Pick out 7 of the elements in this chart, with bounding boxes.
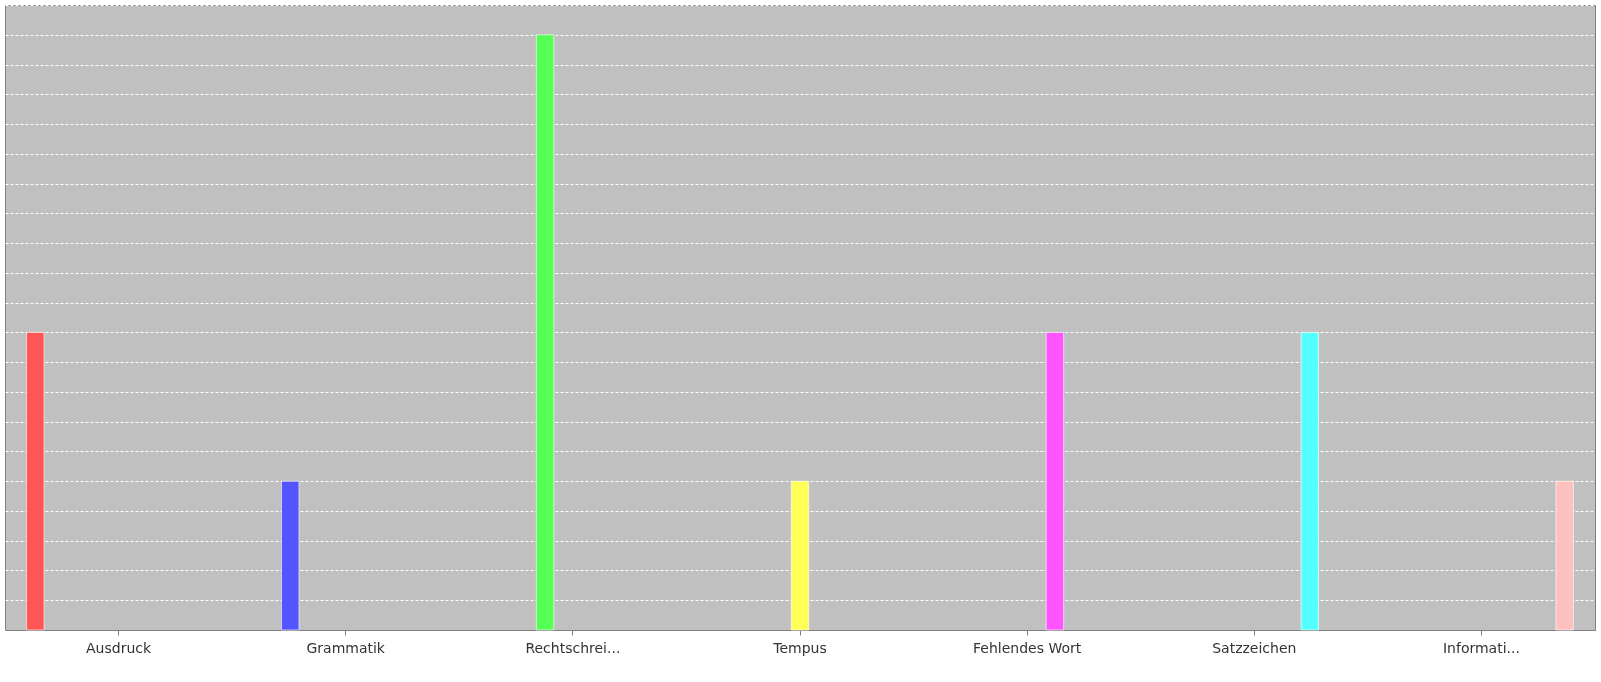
- x-tick-label: Fehlendes Wort: [973, 639, 1082, 656]
- x-tick-label: Grammatik: [306, 639, 386, 656]
- x-tick-label: Satzzeichen: [1212, 639, 1297, 656]
- x-tick-label: Ausdruck: [86, 639, 152, 656]
- x-tick-label: Tempus: [772, 639, 827, 656]
- x-tick-label: Informati...: [1442, 639, 1520, 656]
- x-tick-label: Rechtschrei...: [525, 639, 621, 656]
